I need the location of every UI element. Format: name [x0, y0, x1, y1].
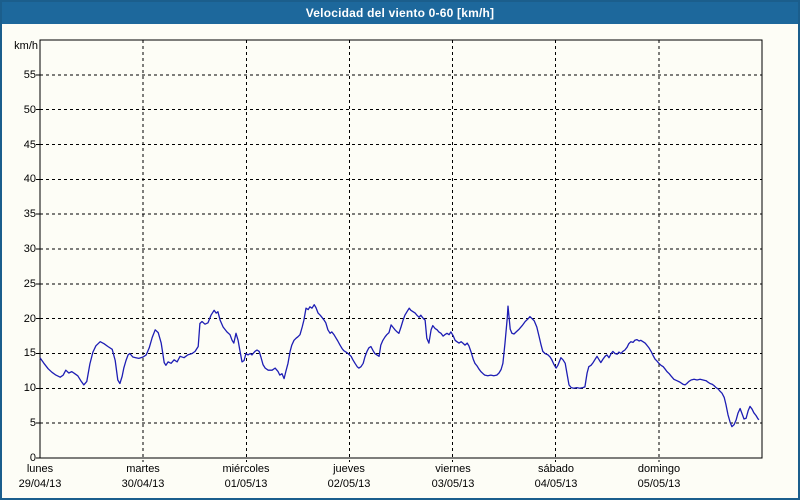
day-name: domingo — [637, 463, 681, 475]
chart-title-bar: Velocidad del viento 0-60 [km/h] — [2, 2, 798, 24]
y-tick-35: 35 — [23, 208, 36, 220]
day-date: 02/05/13 — [327, 478, 371, 490]
day-name: jueves — [333, 463, 365, 475]
y-tick-30: 30 — [23, 243, 36, 255]
y-tick-50: 50 — [23, 104, 36, 116]
y-axis-unit-label: km/h — [14, 40, 38, 52]
plot-frame — [39, 39, 763, 459]
wind-speed-plot — [36, 39, 763, 462]
x-label-tuesday: martes 30/04/13 — [93, 462, 193, 492]
x-label-saturday: sábado 04/05/13 — [506, 462, 606, 492]
y-tick-20: 20 — [23, 313, 36, 325]
y-tick-40: 40 — [23, 173, 36, 185]
day-name: lunes — [26, 463, 54, 475]
y-tick-10: 10 — [23, 382, 36, 394]
x-label-wednesday: miércoles 01/05/13 — [196, 462, 296, 492]
x-label-sunday: domingo 05/05/13 — [609, 462, 709, 492]
x-label-monday: lunes 29/04/13 — [2, 462, 90, 492]
day-name: miércoles — [222, 463, 270, 475]
y-tick-5: 5 — [29, 417, 36, 429]
day-date: 04/05/13 — [534, 478, 578, 490]
day-date: 01/05/13 — [224, 478, 268, 490]
chart-title: Velocidad del viento 0-60 [km/h] — [305, 6, 495, 20]
day-date: 03/05/13 — [431, 478, 475, 490]
y-tick-15: 15 — [23, 347, 36, 359]
day-name: martes — [126, 463, 160, 475]
day-date: 29/04/13 — [18, 478, 62, 490]
y-tick-25: 25 — [23, 278, 36, 290]
day-date: 30/04/13 — [121, 478, 165, 490]
y-tick-0: 0 — [29, 452, 36, 464]
y-tick-45: 45 — [23, 139, 36, 151]
y-tick-55: 55 — [23, 69, 36, 81]
day-date: 05/05/13 — [637, 478, 681, 490]
day-name: viernes — [435, 463, 471, 475]
day-name: sábado — [537, 463, 575, 475]
plot-area — [36, 39, 763, 462]
wind-speed-series-line — [39, 304, 760, 428]
x-label-thursday: jueves 02/05/13 — [299, 462, 399, 492]
x-label-friday: viernes 03/05/13 — [403, 462, 503, 492]
